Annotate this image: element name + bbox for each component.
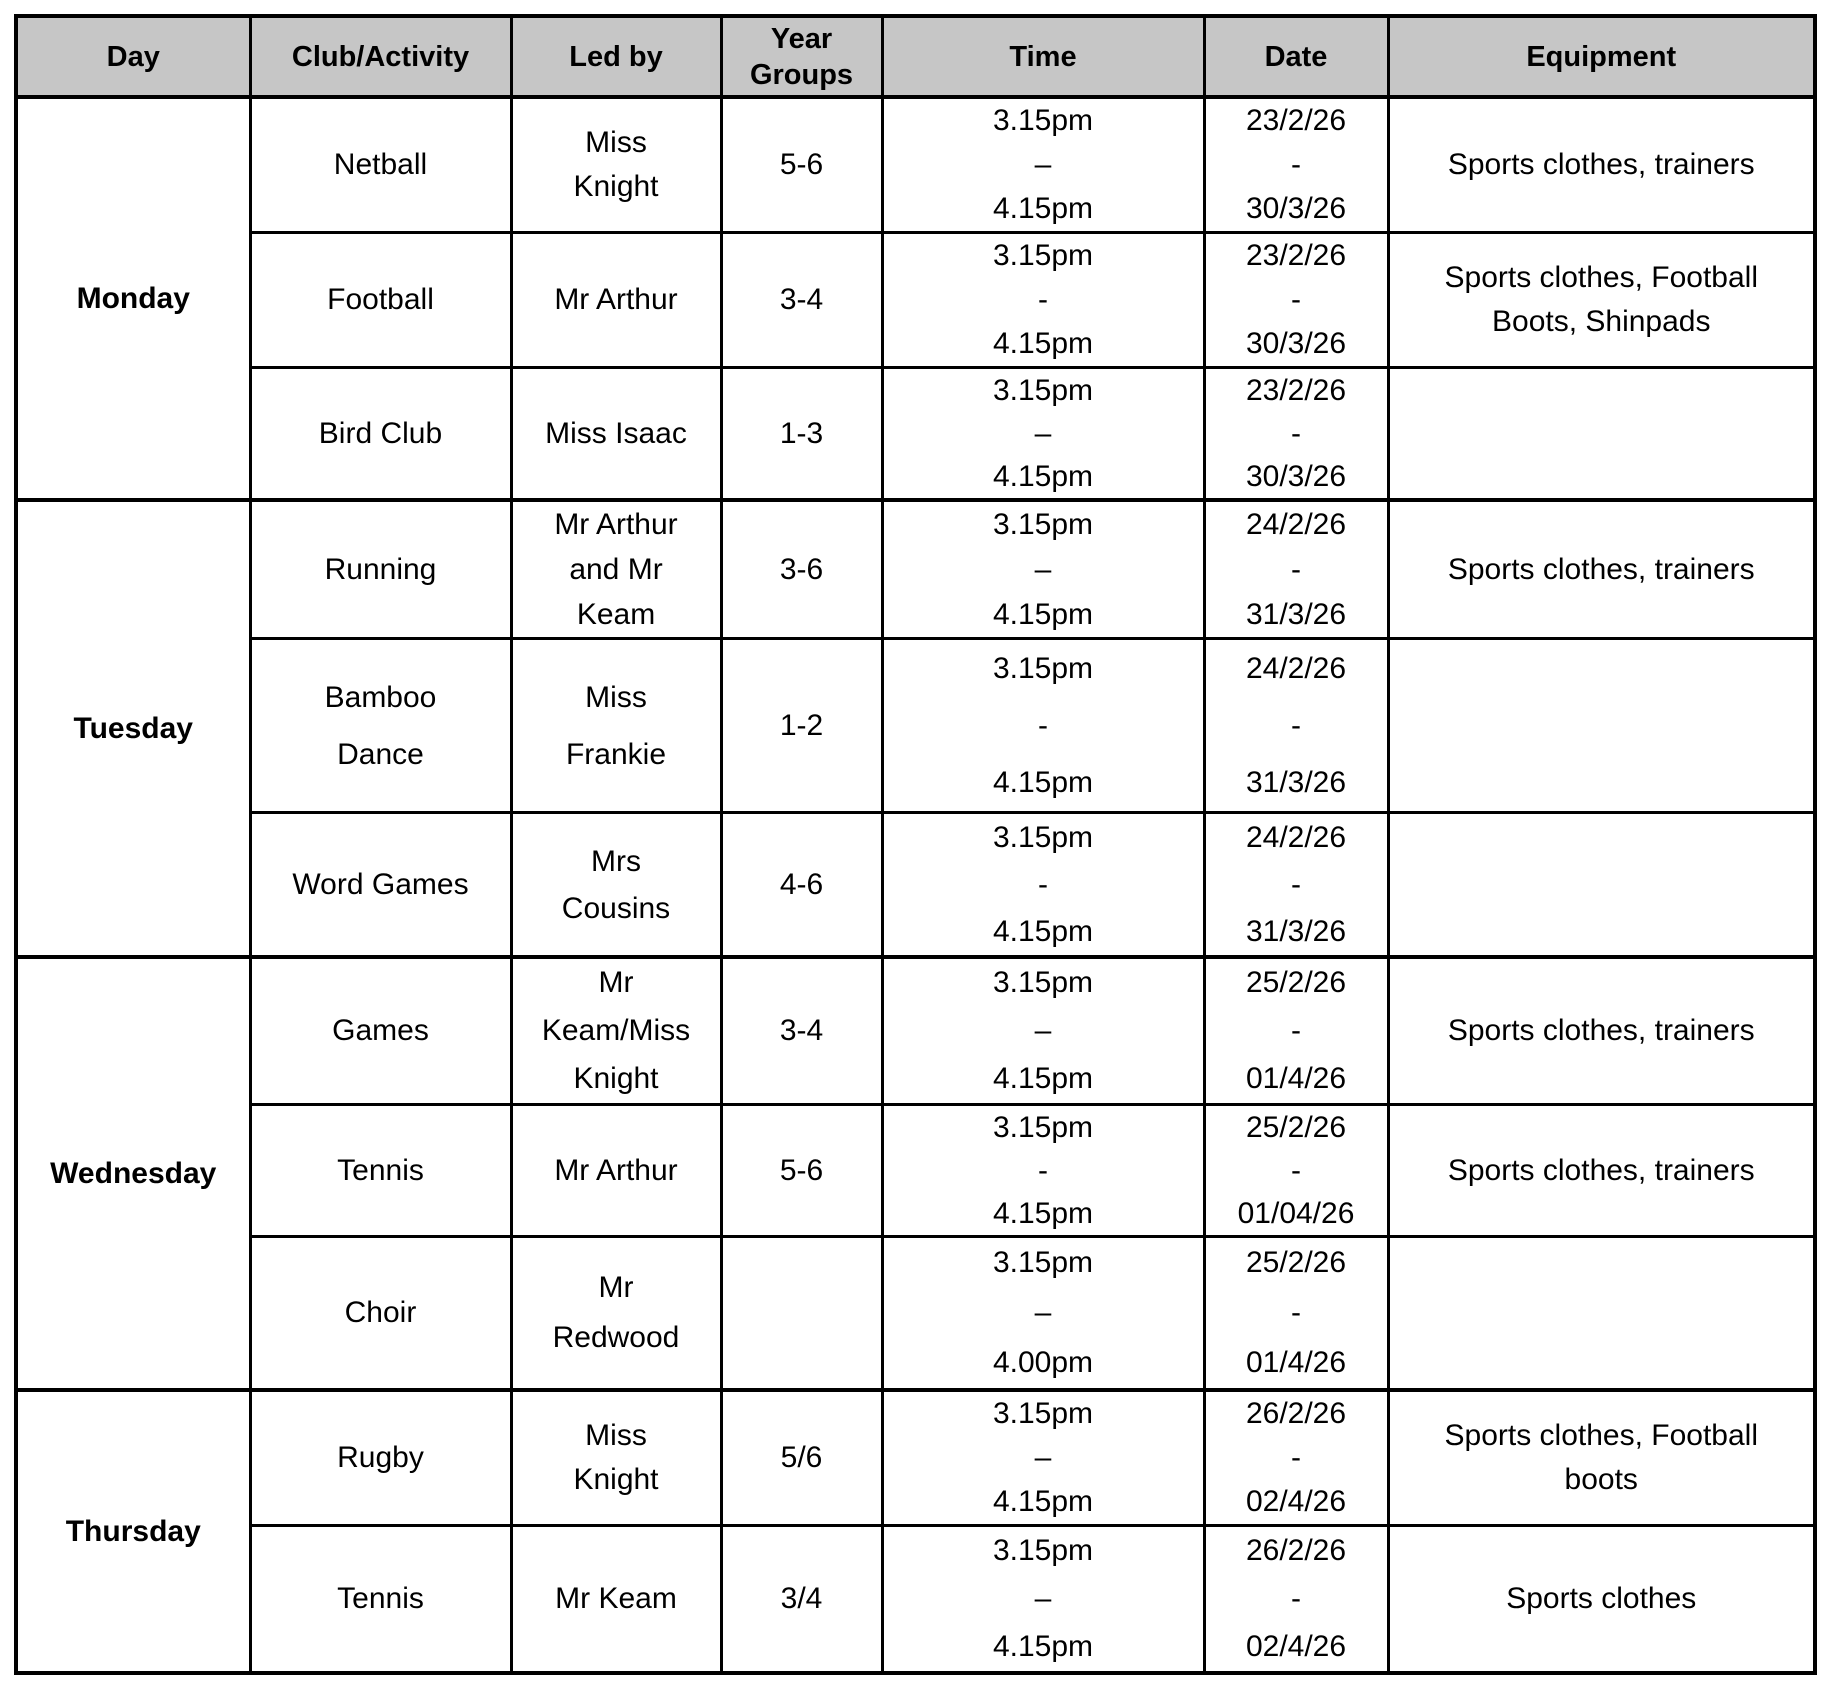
table-row: Tennis Mr Keam 3/4 3.15pm – 4.15pm 26/2/26 -…	[16, 1524, 1817, 1675]
equipment-cell: Sports clothes, trainers	[1386, 1103, 1817, 1238]
year-groups-cell: 3-6	[719, 498, 884, 640]
time-cell: 3.15pm – 4.00pm	[880, 1235, 1206, 1392]
date-cell: 23/2/26 - 30/3/26	[1202, 95, 1390, 234]
led-by-cell: Miss Isaac	[509, 366, 723, 502]
equipment-cell: Sports clothes, Football Boots, Shinpads	[1386, 231, 1817, 369]
led-by-cell: Mr Arthur	[509, 1103, 723, 1238]
equipment-cell: Sports clothes, Football boots	[1386, 1388, 1817, 1527]
year-groups-cell: 5/6	[719, 1388, 884, 1527]
clubs-schedule-table: Day Club/Activity Led by Year Groups Time Dat…	[14, 14, 1817, 1675]
year-groups-cell: 3/4	[719, 1524, 884, 1675]
equipment-cell: Sports clothes, trainers	[1386, 955, 1817, 1106]
day-cell: Monday	[14, 95, 252, 502]
year-groups-cell	[719, 1235, 884, 1392]
table-row: Word Games Mrs Cousins 4-6 3.15pm - 4.15pm 2…	[16, 811, 1817, 959]
table-row: Tuesday Running Mr Arthur and Mr Keam 3-6 3.…	[14, 498, 1817, 959]
header-cell-led-by: Led by	[509, 14, 723, 99]
day-cell: Thursday	[14, 1388, 252, 1675]
day-cell: Wednesday	[14, 955, 252, 1392]
equipment-cell: Sports clothes	[1386, 1524, 1817, 1675]
led-by-cell: Mr Arthur and Mr Keam	[509, 498, 723, 640]
year-groups-cell: 3-4	[719, 231, 884, 369]
table-row: Bamboo Dance Miss Frankie 1-2 3.15pm - 4.15…	[16, 637, 1817, 814]
year-groups-cell: 1-2	[719, 637, 884, 814]
activity-cell: Football	[248, 231, 513, 369]
led-by-cell: Mr Arthur	[509, 231, 723, 369]
led-by-cell: Mr Redwood	[509, 1235, 723, 1392]
header-cell-date: Date	[1202, 14, 1390, 99]
led-by-cell: Mrs Cousins	[509, 811, 723, 959]
table-row: Wednesday Games Mr Keam/Miss Knight 3-4 3.15…	[14, 955, 1817, 1392]
activity-cell: Bird Club	[248, 366, 513, 502]
table-row: Thursday Rugby Miss Knight 5/6 3.15pm – 4.15…	[14, 1388, 1817, 1675]
year-groups-cell: 5-6	[719, 95, 884, 234]
time-cell: 3.15pm - 4.15pm	[880, 811, 1206, 959]
table-row: Tennis Mr Arthur 5-6 3.15pm - 4.15pm 25/2/26…	[16, 1103, 1817, 1238]
equipment-cell: Sports clothes, trainers	[1386, 498, 1817, 640]
equipment-cell	[1386, 366, 1817, 502]
table-row: Choir Mr Redwood 3.15pm – 4.00pm 25/2/26 - …	[16, 1235, 1817, 1392]
time-cell: 3.15pm – 4.15pm	[880, 1524, 1206, 1675]
header-row: Day Club/Activity Led by Year Groups Time Dat…	[14, 14, 1817, 99]
activity-cell: Games	[248, 955, 513, 1106]
time-cell: 3.15pm – 4.15pm	[880, 95, 1206, 234]
year-groups-cell: 4-6	[719, 811, 884, 959]
activity-cell: Tennis	[248, 1524, 513, 1675]
led-by-cell: Mr Keam	[509, 1524, 723, 1675]
time-cell: 3.15pm – 4.15pm	[880, 366, 1206, 502]
table-row: Monday Netball Miss Knight 5-6 3.15pm – 4.15…	[14, 95, 1817, 502]
date-cell: 25/2/26 - 01/4/26	[1202, 955, 1390, 1106]
led-by-cell: Miss Frankie	[509, 637, 723, 814]
year-groups-cell: 1-3	[719, 366, 884, 502]
date-cell: 26/2/26 - 02/4/26	[1202, 1524, 1390, 1675]
date-cell: 25/2/26 - 01/04/26	[1202, 1103, 1390, 1238]
led-by-cell: Miss Knight	[509, 1388, 723, 1527]
equipment-cell	[1386, 1235, 1817, 1392]
activity-cell: Choir	[248, 1235, 513, 1392]
time-cell: 3.15pm – 4.15pm	[880, 498, 1206, 640]
equipment-cell	[1386, 637, 1817, 814]
header-cell-year-groups: Year Groups	[719, 14, 884, 99]
header-cell-day: Day	[14, 14, 252, 99]
activity-cell: Rugby	[248, 1388, 513, 1527]
date-cell: 23/2/26 - 30/3/26	[1202, 366, 1390, 502]
date-cell: 24/2/26 - 31/3/26	[1202, 637, 1390, 814]
activity-cell: Running	[248, 498, 513, 640]
schedule-body: Monday Netball Miss Knight 5-6 3.15pm – 4.15…	[14, 95, 1817, 1675]
date-cell: 24/2/26 - 31/3/26	[1202, 811, 1390, 959]
activity-cell: Netball	[248, 95, 513, 234]
time-cell: 3.15pm – 4.15pm	[880, 955, 1206, 1106]
led-by-cell: Miss Knight	[509, 95, 723, 234]
time-cell: 3.15pm – 4.15pm	[880, 1388, 1206, 1527]
time-cell: 3.15pm - 4.15pm	[880, 231, 1206, 369]
time-cell: 3.15pm - 4.15pm	[880, 1103, 1206, 1238]
date-cell: 26/2/26 - 02/4/26	[1202, 1388, 1390, 1527]
led-by-cell: Mr Keam/Miss Knight	[509, 955, 723, 1106]
header-cell-equipment: Equipment	[1386, 14, 1817, 99]
header-cell-time: Time	[880, 14, 1206, 99]
table-row: Bird Club Miss Isaac 1-3 3.15pm – 4.15pm 23/…	[16, 366, 1817, 502]
date-cell: 25/2/26 - 01/4/26	[1202, 1235, 1390, 1392]
date-cell: 24/2/26 - 31/3/26	[1202, 498, 1390, 640]
activity-cell: Word Games	[248, 811, 513, 959]
header-cell-club-activity: Club/Activity	[248, 14, 513, 99]
date-cell: 23/2/26 - 30/3/26	[1202, 231, 1390, 369]
time-cell: 3.15pm - 4.15pm	[880, 637, 1206, 814]
year-groups-cell: 5-6	[719, 1103, 884, 1238]
day-cell: Tuesday	[14, 498, 252, 959]
year-groups-cell: 3-4	[719, 955, 884, 1106]
activity-cell: Bamboo Dance	[248, 637, 513, 814]
equipment-cell	[1386, 811, 1817, 959]
activity-cell: Tennis	[248, 1103, 513, 1238]
table-row: Football Mr Arthur 3-4 3.15pm - 4.15pm 23/2/…	[16, 231, 1817, 369]
equipment-cell: Sports clothes, trainers	[1386, 95, 1817, 234]
